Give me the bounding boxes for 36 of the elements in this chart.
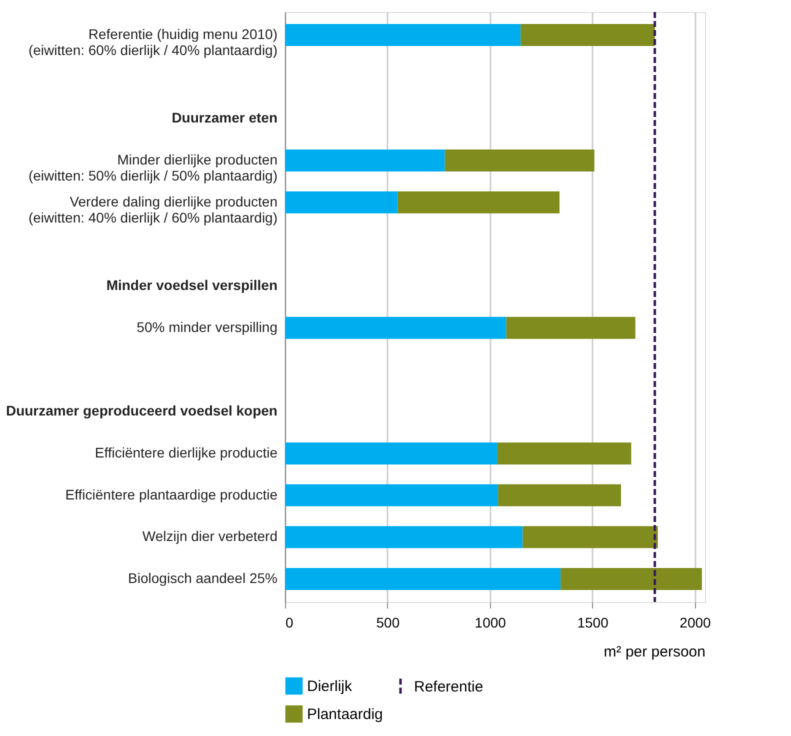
- y-tick-label: Duurzamer geproduceerd voedsel kopen: [6, 402, 278, 419]
- x-tick-label: 500: [376, 614, 400, 630]
- y-tick-label: Referentie (huidig menu 2010) (eiwitten: 60% dierlijk / 40% plantaardig): [28, 26, 278, 58]
- bar: [285, 316, 506, 339]
- y-tick-label: Welzijn dier verbeterd: [142, 528, 278, 544]
- bar: [444, 150, 594, 172]
- y-tick-label: Efficiëntere plantaardige productie: [65, 486, 278, 502]
- bar: [398, 191, 560, 214]
- x-axis-title: m² per persoon: [604, 644, 706, 660]
- bar: [285, 191, 398, 214]
- bar: [285, 484, 498, 506]
- legend-label: Referentie: [414, 678, 484, 696]
- y-tick-label: Minder dierlijke producten (eiwitten: 50% dierlijk / 50% plantaardig): [28, 152, 278, 184]
- legend-label: Plantaardig: [307, 706, 383, 723]
- y-tick-label: Biologisch aandeel 25%: [128, 570, 278, 586]
- bar: [285, 568, 561, 590]
- x-tick-label: 2000: [680, 614, 712, 630]
- bar: [522, 526, 658, 548]
- legend-label: Dierlijk: [307, 678, 352, 695]
- bar: [560, 568, 702, 590]
- bar: [498, 484, 621, 506]
- bar: [520, 24, 655, 46]
- bar: [285, 150, 445, 172]
- y-tick-label: Duurzamer eten: [172, 110, 278, 126]
- bar: [285, 526, 523, 548]
- y-tick-label: Verdere daling dierlijke producten (eiwitten: 40% dierlijk / 60% plantaardig): [28, 193, 278, 226]
- x-tick-label: 0: [286, 614, 294, 630]
- x-tick-label: 1000: [474, 614, 506, 630]
- bar: [285, 24, 521, 46]
- bar: [285, 442, 498, 464]
- bar: [506, 316, 636, 339]
- x-tick-label: 1500: [577, 614, 609, 630]
- bar: [497, 442, 632, 464]
- y-tick-label: Efficiëntere dierlijke productie: [94, 444, 278, 460]
- y-tick-label: 50% minder verspilling: [136, 318, 278, 335]
- y-tick-label: Minder voedsel verspillen: [106, 277, 278, 294]
